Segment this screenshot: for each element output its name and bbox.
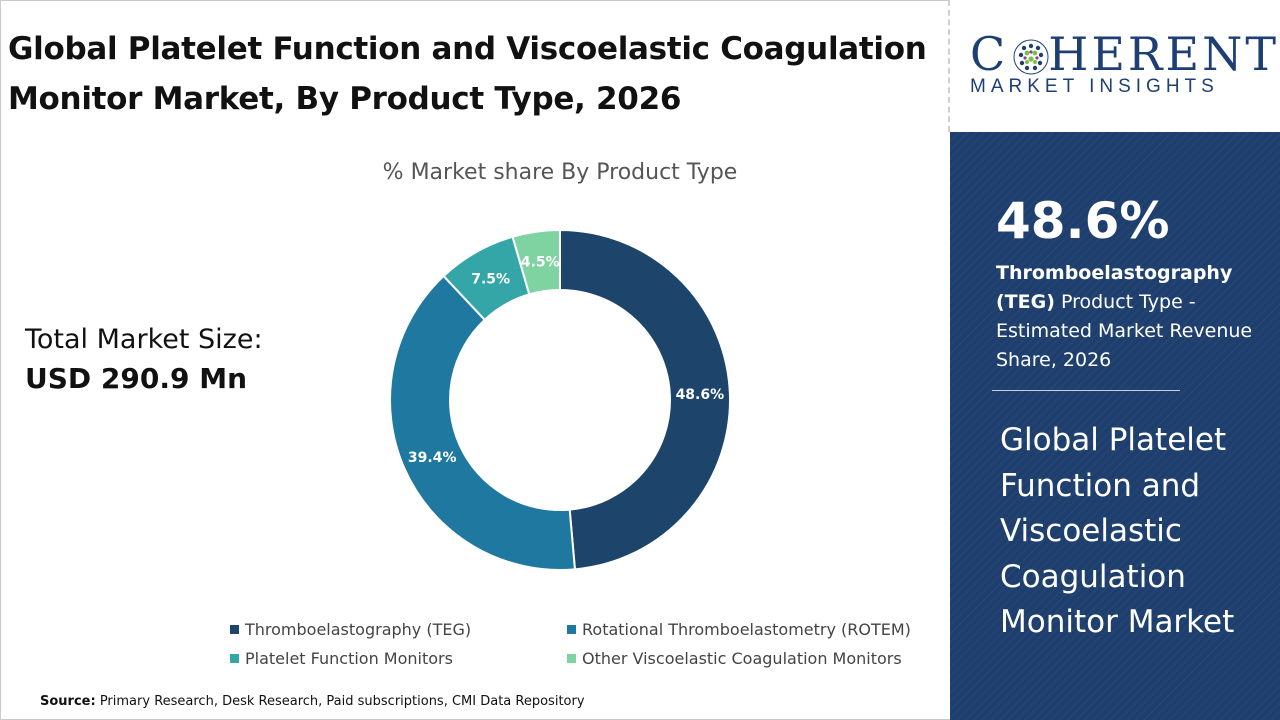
legend-item-thromboelastography-teg: Thromboelastography (TEG) [230,620,471,639]
total-market-size-value: USD 290.9 Mn [25,362,248,395]
chart-subtitle: % Market share By Product Type [382,160,738,185]
logo-letters-rest: HERENT [1048,27,1280,81]
highlight-description-text: Product Type - Estimated Market Revenue … [996,291,1253,371]
total-market-size-label: Total Market Size: [25,324,263,355]
legend-item-rotational-thromboelastometry-rotem: Rotational Thromboelastometry (ROTEM) [567,620,911,639]
header-divider [948,0,950,132]
page-title-line2: Monitor Market, By Product Type, 2026 [8,81,682,117]
source-note: Source: Primary Research, Desk Research,… [40,694,585,709]
legend-swatch [567,654,576,663]
slice-other-viscoelastic-coagulation-monitors [511,228,561,296]
legend-swatch [230,654,239,663]
slice-rotational-thromboelastometry-rotem [389,274,577,571]
legend-label: Other Viscoelastic Coagulation Monitors [582,649,902,668]
logo-tagline: MARKET INSIGHTS [970,76,1219,97]
legend-label: Rotational Thromboelastometry (ROTEM) [582,620,911,639]
company-logo: C HERENT MARKET INSIGHTS [950,0,1280,132]
panel-market-title: Global Platelet Function and Viscoelasti… [1000,422,1235,640]
page-title: Global Platelet Function and Viscoelasti… [8,24,948,124]
legend-item-other-viscoelastic-coagulation-monitors: Other Viscoelastic Coagulation Monitors [567,649,902,668]
legend-label: Thromboelastography (TEG) [245,620,472,639]
donut-chart: 48.6% 39.4% 7.5% 4.5% [389,228,731,571]
logo-orb-icon [1013,39,1049,75]
data-label-rotational-thromboelastometry-rotem: 39.4% [408,450,457,466]
logo-wordmark: C HERENT [970,26,1279,82]
legend-swatch [567,625,576,634]
data-label-thromboelastography-teg: 48.6% [676,387,725,403]
highlight-segment-name: Thromboelastography (TEG) [996,262,1233,313]
panel-divider [992,390,1180,391]
highlight-panel: 48.6% Thromboelastography (TEG) Product … [950,132,1280,720]
logo-letter-c: C [970,27,1009,81]
source-label: Source: [40,694,96,709]
source-text: Primary Research, Desk Research, Paid su… [95,694,585,709]
data-label-platelet-function-monitors: 7.5% [471,271,510,287]
legend-item-platelet-function-monitors: Platelet Function Monitors [230,649,453,668]
legend-swatch [230,625,239,634]
legend-label: Platelet Function Monitors [245,649,453,668]
data-label-other-viscoelastic-coagulation-monitors: 4.5% [521,254,560,270]
page-title-line1: Global Platelet Function and Viscoelasti… [8,31,927,67]
highlight-description: Thromboelastography (TEG) Product Type -… [996,259,1256,375]
highlight-percent: 48.6% [996,192,1170,250]
slice-thromboelastography-teg [559,228,731,571]
